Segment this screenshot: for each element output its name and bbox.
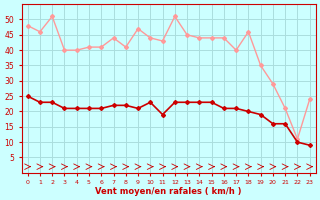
X-axis label: Vent moyen/en rafales ( km/h ): Vent moyen/en rafales ( km/h ) <box>95 187 242 196</box>
